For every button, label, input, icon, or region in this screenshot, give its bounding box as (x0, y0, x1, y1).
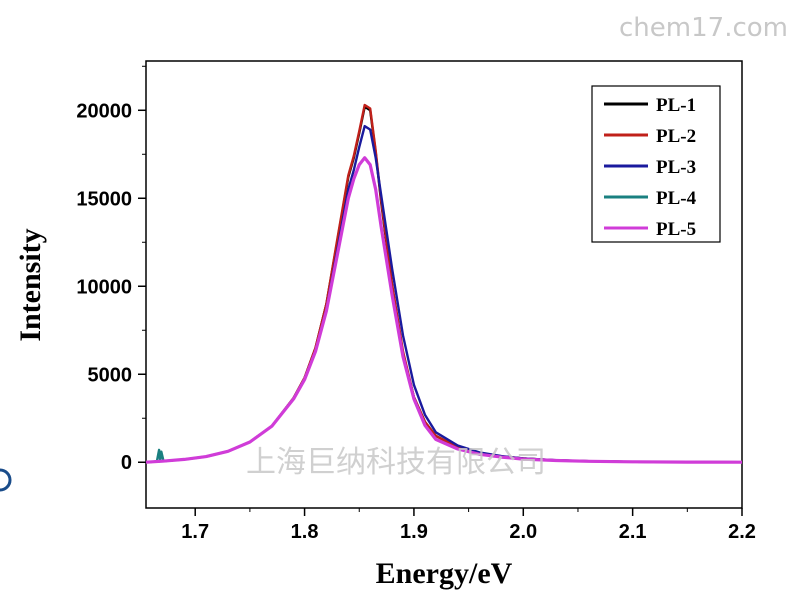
edge-fragment (0, 468, 12, 492)
y-tick-label: 15000 (76, 188, 132, 210)
series-line-pl-5 (145, 156, 743, 464)
legend-label-pl-1: PL-1 (656, 95, 696, 116)
y-tick-label: 10000 (76, 276, 132, 298)
x-tick-label: 2.2 (728, 521, 756, 543)
y-axis-ticks: 0 5000 10000 15000 20000 (76, 65, 146, 474)
plot-frame (145, 60, 743, 509)
x-tick-label: 2.1 (619, 521, 647, 543)
y-tick-label: 0 (121, 452, 132, 474)
series-layer (145, 103, 743, 464)
legend-label-pl-2: PL-2 (656, 126, 696, 147)
y-tick-label: 20000 (76, 100, 132, 122)
x-tick-label: 1.7 (181, 521, 209, 543)
x-tick-label: 1.9 (400, 521, 428, 543)
x-axis-title: Energy/eV (376, 557, 513, 590)
x-tick-label: 1.8 (291, 521, 319, 543)
y-tick-label: 5000 (88, 364, 133, 386)
x-axis-ticks: 1.7 1.8 1.9 2.0 2.1 2.2 (181, 508, 756, 543)
watermark-top-right: chem17.com (619, 13, 788, 43)
y-axis-title: Intensity (14, 228, 47, 341)
legend: PL-1 PL-2 PL-3 PL-4 PL-5 (591, 85, 721, 243)
legend-label-pl-5: PL-5 (656, 219, 696, 240)
legend-label-pl-4: PL-4 (656, 188, 697, 209)
legend-box (591, 85, 721, 243)
legend-label-pl-3: PL-3 (656, 157, 696, 178)
x-tick-label: 2.0 (509, 521, 537, 543)
watermark-center: 上海巨纳科技有限公司 (246, 445, 546, 480)
